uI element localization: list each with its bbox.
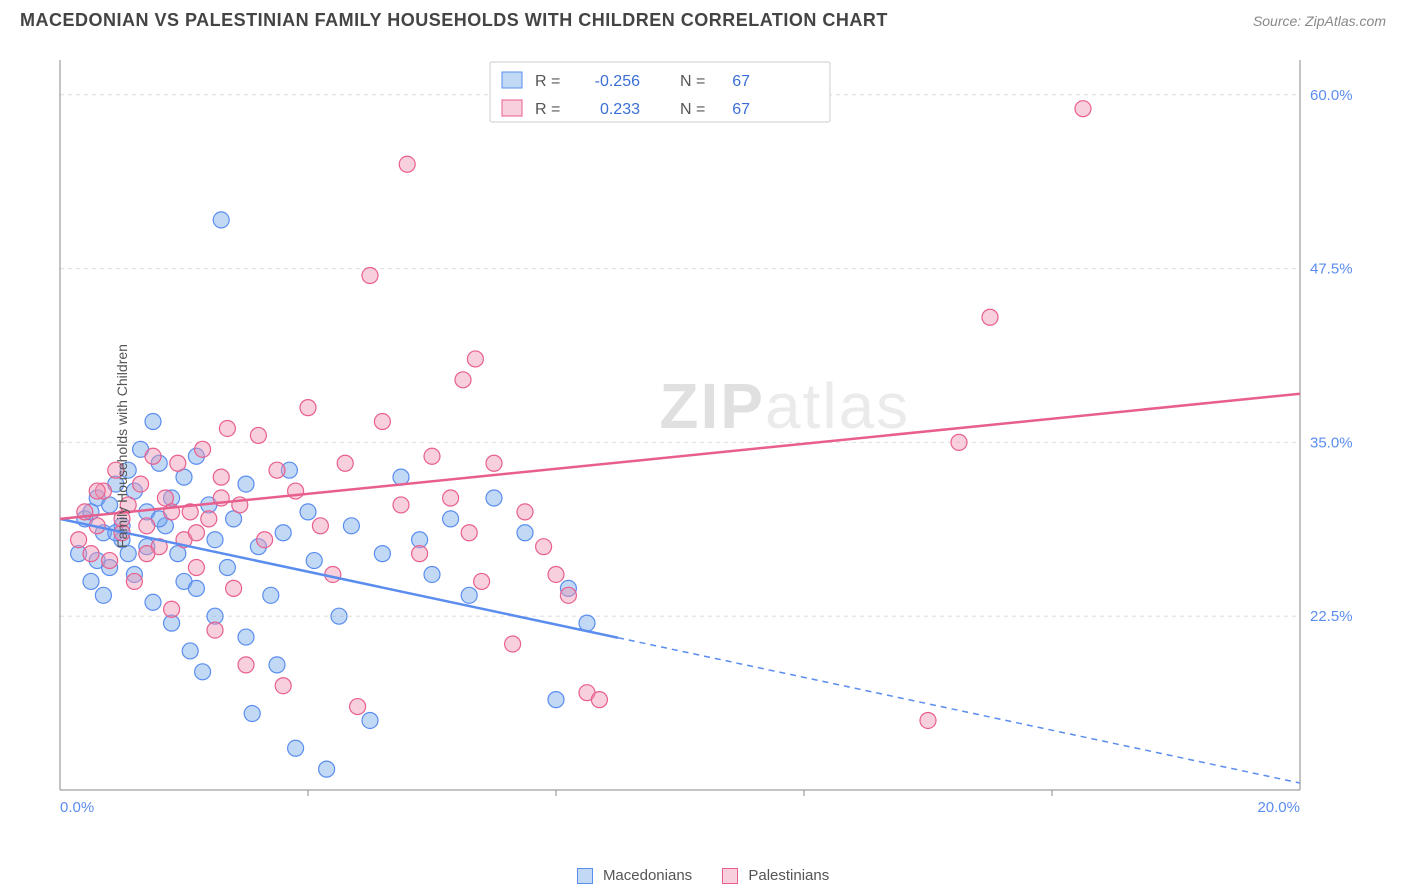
source-label: Source: [1253,13,1301,29]
source-value: ZipAtlas.com [1305,13,1386,29]
svg-text:35.0%: 35.0% [1310,434,1353,451]
swatch-icon [722,868,738,884]
swatch-icon [577,868,593,884]
chart-title: MACEDONIAN VS PALESTINIAN FAMILY HOUSEHO… [20,10,888,31]
legend-label: Macedonians [603,867,692,884]
svg-text:-0.256: -0.256 [595,73,640,90]
svg-text:67: 67 [732,73,750,90]
legend-item-macedonians: Macedonians [577,867,692,884]
svg-text:0.233: 0.233 [600,101,640,118]
svg-text:20.0%: 20.0% [1257,799,1300,816]
svg-text:67: 67 [732,101,750,118]
bottom-legend: Macedonians Palestinians [0,867,1406,884]
svg-text:N =: N = [680,73,705,90]
chart-area: Family Households with Children ZIPatlas… [50,50,1386,842]
scatter-chart: 22.5% 35.0% 47.5% 60.0% 0.0% 20.0% R = -0.256 N … [50,50,1370,820]
svg-text:R =: R = [535,101,560,118]
svg-text:60.0%: 60.0% [1310,87,1353,104]
legend-label: Palestinians [748,867,829,884]
svg-text:N =: N = [680,101,705,118]
svg-text:47.5%: 47.5% [1310,261,1353,278]
y-axis-label: Family Households with Children [114,344,130,548]
legend-item-palestinians: Palestinians [722,867,829,884]
svg-text:22.5%: 22.5% [1310,608,1353,625]
svg-text:R =: R = [535,73,560,90]
svg-text:0.0%: 0.0% [60,799,94,816]
source: Source: ZipAtlas.com [1253,13,1386,29]
